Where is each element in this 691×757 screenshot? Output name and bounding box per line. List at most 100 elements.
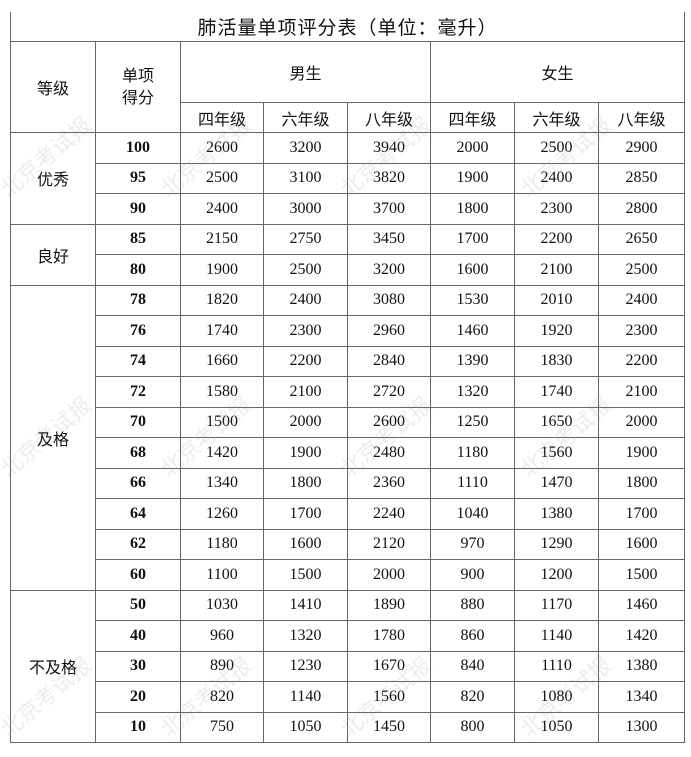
value-cell: 2150 [180, 223, 264, 255]
value-cell: 2200 [514, 223, 599, 255]
score-cell: 70 [95, 406, 181, 438]
score-cell: 62 [95, 528, 181, 560]
header-female: 女生 [429, 41, 686, 103]
value-cell: 1410 [263, 589, 348, 621]
value-cell: 2360 [347, 467, 431, 499]
value-cell: 2600 [347, 406, 431, 438]
table-row: 62 1180 1600 2120 970 1290 1600 [11, 528, 686, 560]
table-row: 70 1500 2000 2600 1250 1650 2000 [11, 406, 686, 438]
table-row: 20 820 1140 1560 820 1080 1340 [11, 681, 686, 713]
value-cell: 1140 [263, 681, 348, 713]
table-row: 良好 85 2150 2750 3450 1700 2200 2650 [10, 223, 686, 286]
value-cell: 1260 [180, 498, 264, 530]
score-cell: 76 [95, 315, 181, 347]
value-cell: 3200 [347, 254, 431, 286]
value-cell: 2400 [597, 284, 686, 316]
header-school-grade: 八年级 [597, 102, 686, 133]
value-cell: 3940 [347, 132, 431, 164]
value-cell: 3100 [263, 162, 348, 194]
value-cell: 1470 [514, 467, 599, 499]
value-cell: 1050 [514, 711, 599, 743]
score-cell: 100 [95, 132, 181, 164]
score-cell: 10 [95, 711, 181, 743]
score-cell: 40 [95, 620, 181, 652]
score-cell: 60 [95, 559, 181, 591]
value-cell: 2100 [597, 376, 686, 408]
value-cell: 2720 [347, 376, 431, 408]
value-cell: 2010 [514, 284, 599, 316]
value-cell: 1740 [180, 315, 264, 347]
header-school-grade: 六年级 [263, 102, 348, 133]
header-grade: 等级 [10, 41, 96, 133]
vital-capacity-score-table: 肺活量单项评分表（单位：毫升） 等级 单项 得分 男生 女生 四年级 六年级 八年级… [9, 12, 686, 743]
table-row: 10 750 1050 1450 800 1050 1300 [11, 711, 686, 743]
table-row: 40 960 1320 1780 860 1140 1420 [11, 620, 686, 652]
value-cell: 1600 [430, 254, 515, 286]
table-title: 肺活量单项评分表（单位：毫升） [9, 12, 686, 42]
score-cell: 78 [95, 284, 181, 316]
value-cell: 2300 [263, 315, 348, 347]
value-cell: 1200 [514, 559, 599, 591]
table-row: 及格 78 1820 2400 3080 1530 2010 2400 [10, 284, 686, 591]
value-cell: 1040 [430, 498, 515, 530]
grade-level: 及格 [10, 284, 96, 591]
value-cell: 1030 [180, 589, 264, 621]
table-row: 95 2500 3100 3820 1900 2400 2850 [11, 162, 686, 194]
score-cell: 72 [95, 376, 181, 408]
value-cell: 1500 [180, 406, 264, 438]
table-row: 60 1100 1500 2000 900 1200 1500 [11, 559, 686, 591]
value-cell: 1500 [263, 559, 348, 591]
value-cell: 3700 [347, 193, 431, 225]
grade-level: 良好 [10, 223, 96, 286]
value-cell: 1180 [180, 528, 264, 560]
value-cell: 1320 [430, 376, 515, 408]
value-cell: 1390 [430, 345, 515, 377]
value-cell: 1740 [514, 376, 599, 408]
value-cell: 820 [180, 681, 264, 713]
score-cell: 68 [95, 437, 181, 469]
table-row: 76 1740 2300 2960 1460 1920 2300 [11, 315, 686, 347]
table-row: 74 1660 2200 2840 1390 1830 2200 [11, 345, 686, 377]
score-cell: 30 [95, 650, 181, 682]
value-cell: 1600 [597, 528, 686, 560]
score-cell: 85 [95, 223, 181, 255]
value-cell: 1600 [263, 528, 348, 560]
value-cell: 2500 [263, 254, 348, 286]
value-cell: 2000 [430, 132, 515, 164]
value-cell: 1080 [514, 681, 599, 713]
grade-level: 优秀 [10, 132, 96, 225]
value-cell: 1140 [514, 620, 599, 652]
value-cell: 1900 [597, 437, 686, 469]
table-row: 72 1580 2100 2720 1320 1740 2100 [11, 376, 686, 408]
value-cell: 1460 [597, 589, 686, 621]
value-cell: 2650 [597, 223, 686, 255]
value-cell: 1500 [597, 559, 686, 591]
value-cell: 860 [430, 620, 515, 652]
value-cell: 3450 [347, 223, 431, 255]
value-cell: 1800 [263, 467, 348, 499]
value-cell: 840 [430, 650, 515, 682]
value-cell: 1900 [430, 162, 515, 194]
value-cell: 890 [180, 650, 264, 682]
value-cell: 1580 [180, 376, 264, 408]
value-cell: 2850 [597, 162, 686, 194]
value-cell: 2000 [597, 406, 686, 438]
value-cell: 2240 [347, 498, 431, 530]
value-cell: 1340 [180, 467, 264, 499]
score-cell: 64 [95, 498, 181, 530]
value-cell: 1780 [347, 620, 431, 652]
value-cell: 1100 [180, 559, 264, 591]
value-cell: 2000 [347, 559, 431, 591]
value-cell: 2500 [180, 162, 264, 194]
value-cell: 1920 [514, 315, 599, 347]
value-cell: 1230 [263, 650, 348, 682]
value-cell: 2400 [180, 193, 264, 225]
value-cell: 1660 [180, 345, 264, 377]
value-cell: 2840 [347, 345, 431, 377]
value-cell: 800 [430, 711, 515, 743]
value-cell: 1460 [430, 315, 515, 347]
value-cell: 2100 [514, 254, 599, 286]
value-cell: 2200 [263, 345, 348, 377]
score-cell: 74 [95, 345, 181, 377]
value-cell: 1170 [514, 589, 599, 621]
